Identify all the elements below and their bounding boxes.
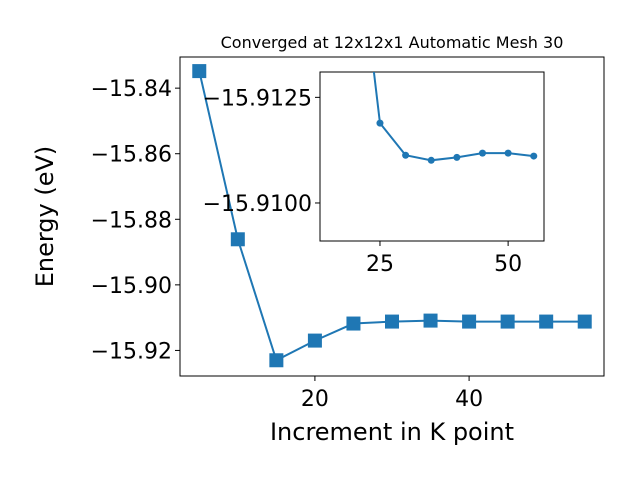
x-tick-label: 40 [455,387,483,412]
y-axis-label: Energy (eV) [31,146,59,288]
data-marker [346,316,361,331]
x-axis-label: Increment in K point [270,418,514,446]
data-marker [376,119,384,127]
y-tick-label: −15.86 [91,143,172,168]
data-marker [402,151,410,159]
plot-layer [192,64,592,368]
data-marker [500,314,515,329]
y-tick-label: −15.9125 [203,86,312,111]
y-tick-label: −15.88 [91,208,172,233]
data-marker [530,152,538,160]
data-marker [307,333,322,348]
x-tick-label: 25 [366,252,394,277]
y-tick-label: −15.90 [91,274,172,299]
data-marker [504,149,512,157]
chart-title: Converged at 12x12x1 Automatic Mesh 30 [221,33,564,52]
data-marker [462,314,477,329]
y-tick-label: −15.9100 [203,192,312,217]
data-marker [423,313,438,328]
y-tick-label: −15.92 [91,339,172,364]
x-tick-label: 20 [301,387,329,412]
data-marker [230,232,245,247]
data-marker [269,353,284,368]
y-tick-label: −15.84 [91,77,172,102]
x-tick-label: 50 [494,252,522,277]
data-marker [192,64,207,79]
data-marker [539,314,554,329]
data-marker [427,156,435,164]
data-marker [577,314,592,329]
data-line [372,72,534,162]
data-marker [453,153,461,161]
plot-layer [372,72,538,164]
data-marker [478,149,486,157]
plot-area [319,71,545,242]
data-marker [385,314,399,329]
